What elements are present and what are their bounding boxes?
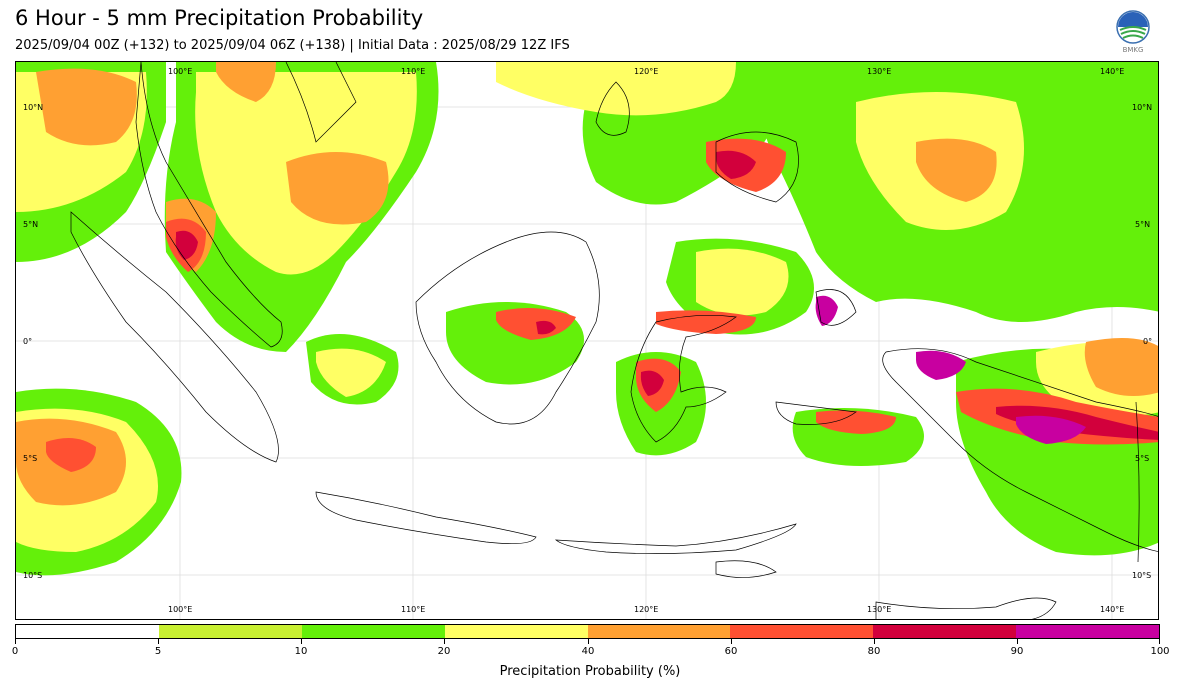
precipitation-map: 100°E 110°E 120°E 130°E 140°E 100°E 110°… [15, 61, 1159, 620]
lat-labels-right: 10°N 5°N 0° 5°S 10°S [1132, 103, 1152, 580]
precip-field-40-60 [16, 62, 1158, 506]
lat-label: 0° [23, 337, 32, 346]
lat-labels-left: 10°N 5°N 0° 5°S 10°S [23, 103, 43, 580]
colorbar-segment [444, 625, 588, 638]
colorbar-segment [16, 625, 159, 638]
colorbar-tick-label: 90 [1010, 646, 1024, 657]
lon-label: 110°E [401, 67, 425, 76]
chart-subtitle: 2025/09/04 00Z (+132) to 2025/09/04 06Z … [15, 38, 570, 53]
svg-text:BMKG: BMKG [1123, 46, 1144, 54]
precip-field-90-100 [815, 295, 1086, 444]
lon-label: 140°E [1100, 67, 1124, 76]
lat-label: 10°S [23, 571, 42, 580]
lon-labels-top: 100°E 110°E 120°E 130°E 140°E [168, 67, 1124, 76]
colorbar-tick-label: 10 [294, 646, 308, 657]
lat-label: 0° [1143, 337, 1152, 346]
colorbar-tick [874, 639, 875, 644]
lat-label: 10°S [1132, 571, 1151, 580]
colorbar-tick-label: 80 [867, 646, 881, 657]
colorbar-tick [1017, 639, 1018, 644]
colorbar-tick [731, 639, 732, 644]
chart-title: 6 Hour - 5 mm Precipitation Probability [15, 6, 424, 30]
colorbar-ticks: 0 5 10 20 40 60 80 90 100 [11, 639, 1170, 661]
lat-label: 10°N [23, 103, 43, 112]
lon-label: 100°E [168, 605, 192, 614]
colorbar-segment [730, 625, 874, 638]
lon-label: 130°E [867, 605, 891, 614]
colorbar-tick-label: 0 [11, 646, 19, 657]
colorbar-segment [587, 625, 731, 638]
lon-labels-bottom: 100°E 110°E 120°E 130°E 140°E [168, 605, 1124, 614]
lon-label: 100°E [168, 67, 192, 76]
lat-label: 5°N [23, 220, 38, 229]
colorbar-tick-label: 60 [724, 646, 738, 657]
precip-field-80-90 [175, 150, 1158, 440]
lon-label: 130°E [867, 67, 891, 76]
colorbar-segment [301, 625, 445, 638]
lon-label: 120°E [634, 605, 658, 614]
lat-label: 5°N [1135, 220, 1150, 229]
colorbar-tick [444, 639, 445, 644]
colorbar-tick [1159, 639, 1160, 644]
lat-label: 10°N [1132, 103, 1152, 112]
colorbar-segment [873, 625, 1017, 638]
colorbar [15, 624, 1160, 639]
lon-label: 120°E [634, 67, 658, 76]
colorbar-tick-label: 100 [1150, 646, 1170, 657]
colorbar-label: Precipitation Probability (%) [499, 664, 681, 679]
colorbar-tick [588, 639, 589, 644]
lon-label: 140°E [1100, 605, 1124, 614]
lat-label: 5°S [23, 454, 37, 463]
colorbar-tick-label: 5 [154, 646, 162, 657]
colorbar-segment [158, 625, 302, 638]
colorbar-tick [158, 639, 159, 644]
colorbar-tick [301, 639, 302, 644]
colorbar-tick-label: 20 [437, 646, 451, 657]
lat-label: 5°S [1135, 454, 1149, 463]
colorbar-tick [15, 639, 16, 644]
lon-label: 110°E [401, 605, 425, 614]
colorbar-segment [1016, 625, 1159, 638]
bmkg-logo: BMKG [1114, 10, 1152, 54]
colorbar-tick-label: 40 [581, 646, 595, 657]
coastlines [70, 62, 1158, 619]
